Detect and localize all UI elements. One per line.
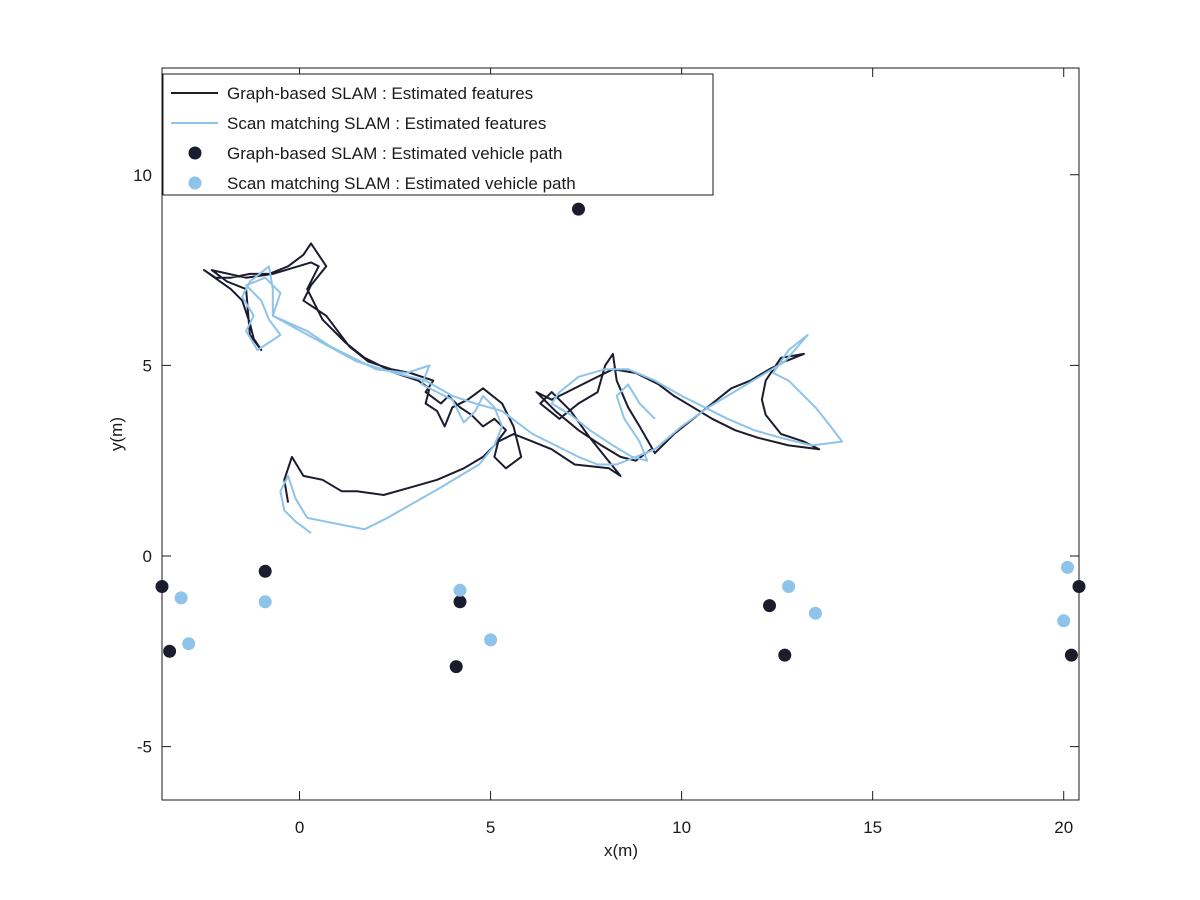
series-4-point [453,583,467,597]
x-tick-label: 0 [295,818,304,837]
series-4-point [174,591,188,605]
series-line-2 [241,265,844,534]
legend-label: Graph-based SLAM : Estimated features [227,84,533,103]
series-3-point [778,648,792,662]
y-tick-label: -5 [137,738,152,757]
y-axis-label: y(m) [107,417,126,451]
series-3-point [1064,648,1078,662]
axes-box [161,67,1080,801]
series-4-point [484,633,498,647]
series-3-point [163,644,177,658]
y-tick-label: 0 [143,547,152,566]
x-tick-label: 5 [486,818,495,837]
legend-label: Scan matching SLAM : Estimated features [227,114,546,133]
legend-dot-swatch [188,146,202,160]
series-4-point [808,606,822,620]
series-4-point [1057,614,1071,628]
legend-dot-swatch [188,176,202,190]
series-4-point [258,595,272,609]
plot-area: 0 5 10 15 20 -5 0 5 10 [133,67,1086,837]
x-axis-label: x(m) [604,841,638,860]
x-tick-label: 15 [863,818,882,837]
ticks-layer: 0 5 10 15 20 -5 0 5 10 [133,68,1079,837]
legend-box [162,73,714,196]
series-line-1 [203,242,821,503]
series-3-point [572,202,585,216]
series-4-point [182,637,196,651]
y-tick-label: 10 [133,166,152,185]
legend-label: Graph-based SLAM : Estimated vehicle pat… [227,144,562,163]
x-tick-label: 10 [672,818,691,837]
series-4-point [782,580,796,593]
series-3-point [453,595,467,609]
series-3-point [258,564,272,578]
x-tick-label: 20 [1054,818,1073,837]
series-3-point [449,660,463,674]
series-4-point [1061,560,1074,574]
legend: Graph-based SLAM : Estimated features Sca… [162,73,714,196]
y-tick-label: 5 [143,356,152,375]
series-3-point [763,599,776,613]
legend-label: Scan matching SLAM : Estimated vehicle p… [227,174,576,193]
series-layer [155,202,1086,674]
